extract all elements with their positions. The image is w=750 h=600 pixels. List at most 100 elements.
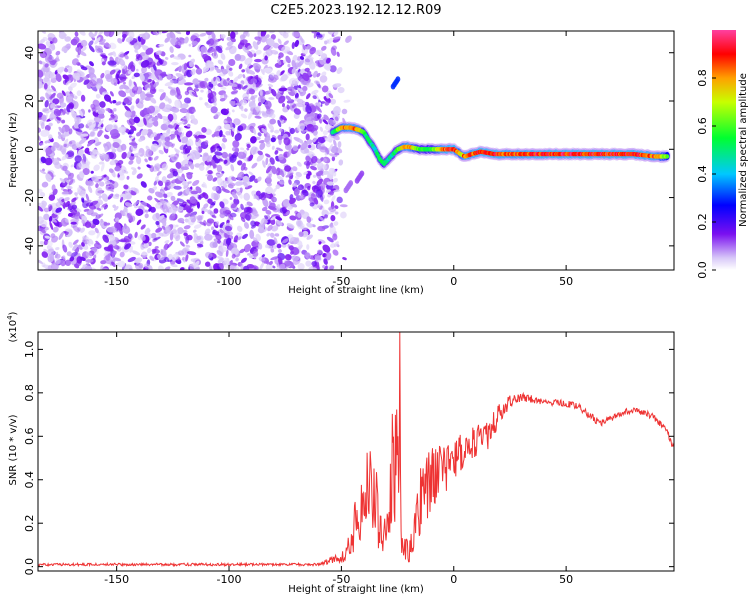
x-tick-label: 50 (559, 573, 573, 586)
noise-speckle (153, 81, 159, 88)
noise-speckle (108, 186, 112, 190)
noise-speckle (331, 156, 336, 162)
noise-speckle (297, 123, 305, 132)
noise-speckle (259, 142, 266, 151)
noise-speckle (103, 250, 111, 256)
noise-speckle (134, 231, 138, 239)
noise-speckle (78, 50, 87, 57)
noise-speckle (169, 231, 174, 241)
noise-speckle (252, 250, 259, 257)
noise-speckle (109, 128, 119, 137)
noise-speckle (212, 186, 219, 192)
noise-speckle (273, 197, 277, 202)
noise-speckle (260, 31, 267, 38)
noise-speckle (105, 107, 111, 112)
noise-speckle (170, 154, 179, 162)
noise-speckle (164, 37, 170, 43)
noise-speckle (81, 242, 85, 247)
noise-speckle (64, 218, 69, 223)
noise-speckle (47, 204, 53, 211)
noise-speckle (88, 45, 95, 53)
noise-speckle (124, 110, 132, 118)
noise-speckle (45, 173, 52, 182)
noise-speckle (316, 72, 321, 78)
noise-speckle (260, 218, 265, 225)
noise-speckle (44, 157, 53, 166)
noise-speckle (214, 67, 219, 71)
noise-speckle (117, 78, 127, 84)
noise-speckle (323, 199, 330, 205)
noise-speckle (233, 266, 240, 270)
noise-speckle (231, 146, 240, 152)
noise-speckle (214, 114, 219, 119)
noise-speckle (240, 211, 247, 219)
noise-speckle (235, 187, 241, 193)
noise-speckle (144, 213, 149, 219)
noise-speckle (95, 93, 101, 99)
noise-speckle (144, 93, 154, 98)
noise-speckle (121, 225, 131, 234)
noise-speckle (336, 196, 343, 204)
noise-speckle (123, 184, 129, 190)
noise-speckle (271, 88, 277, 97)
noise-speckle (127, 212, 134, 222)
noise-speckle (316, 249, 323, 255)
noise-speckle (172, 170, 179, 177)
noise-speckle (44, 140, 49, 144)
noise-speckle (62, 255, 66, 260)
noise-speckle (228, 70, 234, 77)
noise-speckle (279, 128, 283, 133)
noise-speckle (269, 245, 273, 249)
noise-speckle (108, 31, 115, 38)
noise-speckle (211, 133, 216, 138)
noise-speckle (76, 143, 82, 149)
noise-speckle (235, 181, 243, 186)
noise-speckle (232, 140, 240, 148)
noise-speckle (78, 185, 86, 191)
noise-speckle (155, 220, 160, 226)
noise-speckle (117, 31, 124, 36)
noise-speckle (61, 154, 69, 161)
noise-speckle (225, 108, 230, 113)
noise-speckle (265, 260, 270, 265)
noise-speckle (96, 207, 102, 211)
noise-speckle (108, 151, 117, 160)
noise-speckle (118, 58, 126, 66)
noise-speckle (323, 258, 328, 265)
noise-speckle (49, 221, 54, 230)
isolated-blob (359, 170, 365, 177)
noise-speckle (305, 93, 311, 100)
noise-speckle (193, 224, 202, 229)
noise-speckle (210, 106, 218, 114)
noise-speckle (325, 57, 331, 64)
noise-speckle (124, 264, 133, 270)
noise-speckle (276, 175, 284, 181)
noise-speckle (242, 31, 249, 39)
noise-speckle (258, 140, 265, 144)
noise-speckle (70, 221, 77, 225)
noise-speckle (323, 114, 330, 121)
noise-speckle (174, 147, 180, 155)
noise-speckle (313, 197, 319, 205)
noise-speckle (157, 180, 164, 187)
noise-speckle (61, 90, 66, 96)
noise-speckle (141, 65, 148, 74)
noise-speckle (101, 61, 106, 66)
noise-speckle (274, 233, 280, 237)
noise-speckle (230, 164, 235, 172)
noise-speckle (110, 108, 115, 115)
noise-speckle (158, 88, 165, 93)
noise-speckle (95, 183, 99, 189)
noise-speckle (104, 134, 110, 140)
noise-speckle (267, 83, 274, 88)
noise-speckle (174, 99, 181, 109)
noise-speckle (47, 248, 55, 256)
snr-plot-area (38, 332, 674, 571)
noise-speckle (244, 108, 248, 112)
noise-speckle (72, 244, 78, 251)
noise-speckle (250, 220, 256, 227)
noise-speckle (140, 201, 147, 208)
noise-speckle (196, 235, 202, 241)
noise-speckle (91, 175, 99, 182)
noise-speckle (225, 45, 233, 51)
